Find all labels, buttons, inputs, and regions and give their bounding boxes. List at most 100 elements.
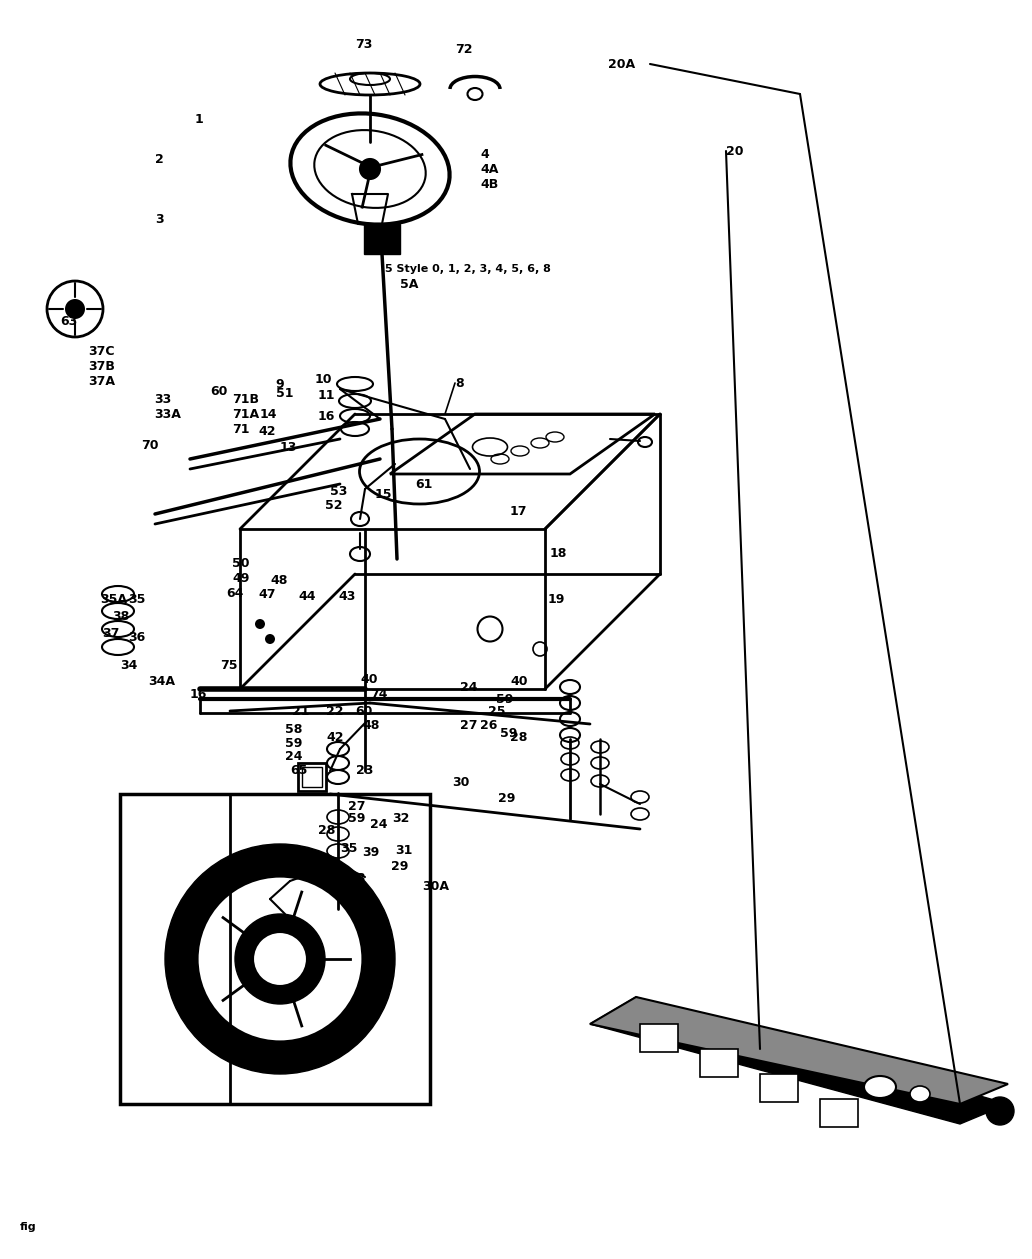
- Ellipse shape: [910, 1087, 930, 1102]
- Text: 22: 22: [326, 705, 344, 718]
- Text: 35: 35: [340, 842, 357, 856]
- Text: 52: 52: [325, 499, 343, 511]
- Text: 40: 40: [360, 672, 378, 685]
- Text: 15: 15: [375, 487, 392, 501]
- Text: 32: 32: [392, 812, 410, 826]
- Text: 27: 27: [348, 801, 365, 813]
- Text: 8: 8: [455, 376, 463, 389]
- Text: 58: 58: [285, 723, 302, 735]
- Circle shape: [65, 298, 85, 319]
- Text: 5A: 5A: [400, 277, 418, 291]
- Text: 38: 38: [112, 609, 129, 622]
- Text: 24: 24: [285, 750, 302, 763]
- Text: 33: 33: [154, 393, 171, 405]
- Bar: [302, 767, 322, 787]
- Text: 71B: 71B: [232, 393, 259, 405]
- Text: 16: 16: [318, 409, 335, 423]
- Polygon shape: [590, 997, 1008, 1104]
- Text: 43: 43: [338, 589, 355, 603]
- Text: 39: 39: [362, 846, 379, 860]
- Text: 59: 59: [285, 737, 302, 749]
- Bar: [120, 794, 430, 1104]
- Text: 48: 48: [270, 574, 287, 587]
- Text: 66: 66: [358, 894, 376, 908]
- Wedge shape: [165, 844, 395, 1074]
- Circle shape: [253, 932, 307, 986]
- Text: 35: 35: [128, 593, 146, 606]
- Text: 42: 42: [258, 424, 276, 437]
- Text: 37: 37: [102, 627, 120, 640]
- Text: 16: 16: [190, 687, 207, 700]
- Text: 71A: 71A: [232, 408, 259, 421]
- Text: 60: 60: [209, 384, 227, 398]
- Text: 5 Style 0, 1, 2, 3, 4, 5, 6, 8: 5 Style 0, 1, 2, 3, 4, 5, 6, 8: [385, 264, 551, 274]
- Text: 70: 70: [141, 438, 159, 452]
- Text: 30: 30: [452, 777, 470, 789]
- Text: 30A: 30A: [422, 880, 449, 894]
- Circle shape: [986, 1097, 1014, 1126]
- Text: 35A: 35A: [100, 593, 127, 606]
- Text: 1: 1: [195, 112, 203, 126]
- Circle shape: [255, 619, 265, 630]
- Text: 64: 64: [226, 587, 244, 599]
- Text: 34: 34: [120, 658, 137, 671]
- Text: 29: 29: [498, 792, 515, 806]
- Circle shape: [197, 876, 363, 1041]
- Text: 42: 42: [326, 730, 344, 744]
- Text: 49: 49: [232, 572, 250, 584]
- Text: 11: 11: [318, 389, 335, 402]
- Text: 20A: 20A: [608, 58, 635, 71]
- Text: 37A: 37A: [88, 374, 115, 388]
- Text: 10: 10: [315, 373, 332, 385]
- Text: 9: 9: [275, 378, 284, 390]
- Bar: [640, 1024, 678, 1053]
- Text: 61: 61: [415, 477, 432, 491]
- Text: 59: 59: [499, 726, 517, 739]
- Text: 37B: 37B: [88, 360, 115, 373]
- Text: 59: 59: [348, 812, 365, 826]
- Text: 35A: 35A: [348, 888, 375, 900]
- Text: 17: 17: [510, 505, 527, 517]
- Text: fig: fig: [20, 1222, 36, 1233]
- Bar: [298, 763, 326, 791]
- Text: 74: 74: [370, 687, 387, 700]
- Polygon shape: [590, 997, 1008, 1124]
- Text: 26: 26: [480, 719, 497, 731]
- Bar: [820, 1099, 858, 1127]
- Text: 34A: 34A: [148, 675, 175, 687]
- Text: 50: 50: [232, 556, 250, 569]
- Text: 60: 60: [355, 705, 373, 718]
- Text: 28: 28: [318, 825, 335, 837]
- Text: 63: 63: [60, 315, 77, 327]
- Bar: [364, 224, 400, 254]
- Circle shape: [265, 635, 275, 645]
- Text: 29: 29: [391, 860, 409, 874]
- Text: 33A: 33A: [154, 408, 181, 421]
- Text: 13: 13: [280, 441, 297, 453]
- Text: 51: 51: [276, 387, 293, 399]
- Text: 24: 24: [370, 818, 387, 831]
- Ellipse shape: [864, 1076, 896, 1098]
- Text: 24: 24: [460, 681, 478, 694]
- Text: 4A: 4A: [480, 162, 498, 175]
- Text: 47: 47: [258, 588, 276, 601]
- Text: 20: 20: [725, 145, 743, 157]
- Bar: [760, 1074, 798, 1102]
- Text: 37C: 37C: [88, 345, 115, 358]
- Bar: [700, 1049, 738, 1076]
- Text: 2: 2: [155, 152, 164, 165]
- Text: 25: 25: [488, 705, 506, 718]
- Text: 48: 48: [362, 719, 380, 731]
- Text: 14: 14: [260, 408, 278, 421]
- Text: 23: 23: [356, 764, 374, 778]
- Text: 73: 73: [355, 38, 373, 50]
- Text: 53: 53: [330, 485, 348, 497]
- Text: 19: 19: [548, 593, 566, 606]
- Text: 3: 3: [155, 213, 164, 225]
- Text: 4B: 4B: [480, 178, 498, 190]
- Text: 36: 36: [128, 631, 146, 643]
- Text: 44: 44: [298, 589, 316, 603]
- Circle shape: [360, 159, 380, 179]
- Text: 28: 28: [510, 730, 527, 744]
- Text: 4: 4: [480, 147, 489, 160]
